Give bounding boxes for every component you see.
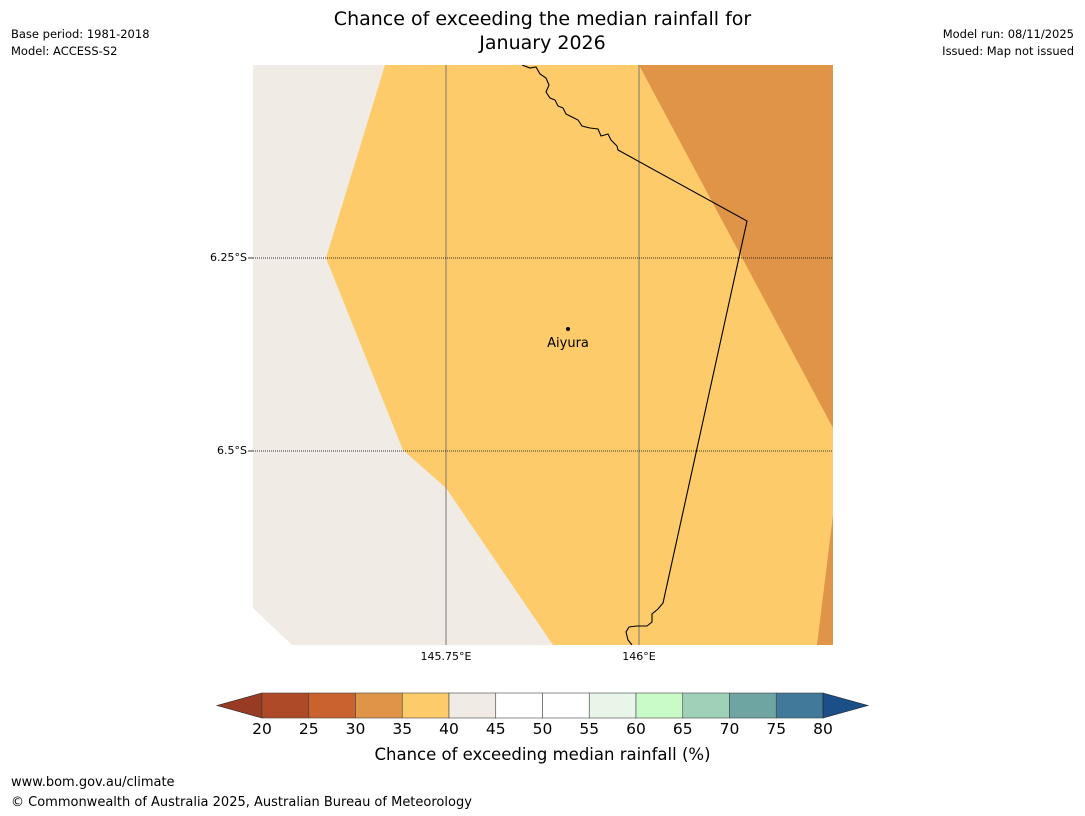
colorbar-cell-30-35 <box>355 692 403 719</box>
lat-label-6-5: 6.5°S <box>217 444 247 457</box>
base-period: Base period: 1981-2018 <box>11 27 150 41</box>
map-corner-cutout <box>253 608 292 645</box>
colorbar-cell-60-65 <box>635 692 684 719</box>
colorbar-tick-label-80: 80 <box>813 720 833 738</box>
colorbar-cell-40-45 <box>448 692 497 719</box>
colorbar-tick-label-30: 30 <box>345 720 366 738</box>
model-run: Model run: 08/11/2025 <box>942 27 1074 41</box>
colorbar-tick-label-20: 20 <box>252 720 272 738</box>
meta-left: Base period: 1981-2018 Model: ACCESS-S2 <box>11 26 150 60</box>
colorbar-over-arrow <box>822 692 870 719</box>
colorbar-tick-label-25: 25 <box>298 720 319 738</box>
map-title-line-1: Chance of exceeding the median rainfall … <box>333 8 752 30</box>
place-label-aiyura: Aiyura <box>547 336 589 351</box>
colorbar-cell-70-75 <box>729 692 777 719</box>
region-35-40-percent <box>326 65 833 645</box>
colorbar-cell-65-70 <box>682 692 730 719</box>
map-title: Chance of exceeding the median rainfall … <box>0 7 1085 55</box>
colorbar-tick-label-45: 45 <box>485 720 506 738</box>
colorbar-tick-label-70: 70 <box>719 720 740 738</box>
colorbar-tick-label-75: 75 <box>766 720 787 738</box>
colorbar-cell-35-40 <box>401 692 450 719</box>
colorbar-tick-label-35: 35 <box>392 720 413 738</box>
colorbar-cell-45-50 <box>495 692 543 719</box>
colorbar-tick-label-40: 40 <box>439 720 459 738</box>
colorbar-cell-25-30 <box>308 692 356 719</box>
aiyura-marker[interactable] <box>566 327 570 331</box>
colorbar-under-arrow <box>215 692 263 719</box>
issued-status: Issued: Map not issued <box>942 44 1074 58</box>
colorbar-cell-50-55 <box>542 692 590 719</box>
province-boundary <box>521 65 748 645</box>
colorbar-tick-label-55: 55 <box>579 720 600 738</box>
colorbar-tick-label-65: 65 <box>672 720 693 738</box>
colorbar-title: Chance of exceeding median rainfall (%) <box>374 745 711 764</box>
map-title-line-2: January 2026 <box>479 32 606 54</box>
colorbar-cell-20-25 <box>261 692 310 719</box>
colorbar-cell-55-60 <box>588 692 637 719</box>
region-30-35-percent-edge <box>817 515 833 645</box>
lat-label-6-25: 6.25°S <box>210 251 247 264</box>
footer-copyright: © Commonwealth of Australia 2025, Austra… <box>11 795 472 810</box>
colorbar-tick-label-60: 60 <box>626 720 646 738</box>
model-name: Model: ACCESS-S2 <box>11 44 118 58</box>
colorbar-tick-label-50: 50 <box>532 720 553 738</box>
meta-right: Model run: 08/11/2025 Issued: Map not is… <box>942 26 1074 60</box>
colorbar-cell-75-80 <box>775 692 824 719</box>
footer-url[interactable]: www.bom.gov.au/climate <box>11 775 175 790</box>
lon-label-146: 146°E <box>622 650 656 663</box>
lon-label-145-75: 145.75°E <box>420 650 472 663</box>
region-30-35-percent <box>639 65 833 428</box>
